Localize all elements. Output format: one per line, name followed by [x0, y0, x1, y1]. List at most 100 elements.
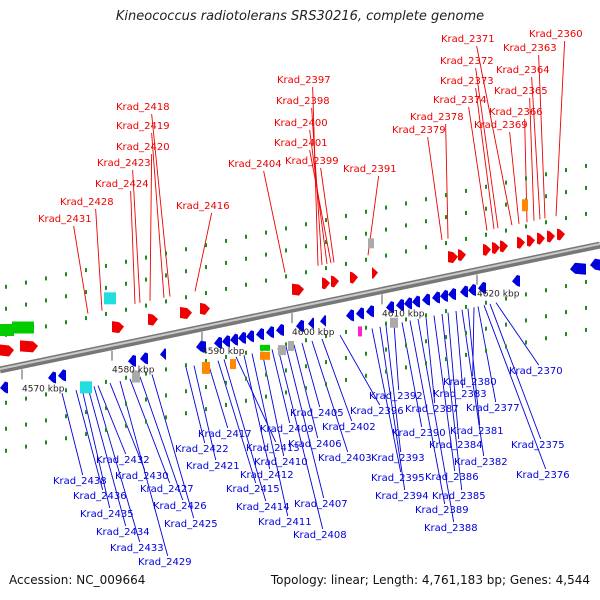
track-dot [265, 252, 267, 257]
gene-label-krad-2434: Krad_2434 [96, 527, 150, 538]
track-dot [205, 407, 207, 412]
gene-label-krad-2395: Krad_2395 [371, 473, 425, 484]
reverse-gene-arrow [128, 354, 136, 367]
track-dot [25, 302, 27, 307]
orange-feature [260, 351, 270, 360]
track-dot [445, 241, 447, 246]
track-dot [125, 259, 127, 264]
gene-label-krad-2432: Krad_2432 [96, 455, 150, 466]
tick-label-4580: 4580 kbp [112, 366, 155, 376]
reverse-gene-arrow [308, 317, 314, 330]
gene-label-krad-2382: Krad_2382 [454, 457, 508, 468]
reverse-leader-line [371, 328, 402, 473]
track-dot [445, 357, 447, 362]
track-dot [505, 322, 507, 327]
forward-leader-line [475, 87, 495, 230]
track-dot [425, 313, 427, 318]
forward-gene-arrow [148, 313, 158, 326]
forward-leader-line [445, 123, 449, 239]
track-dot [285, 274, 287, 279]
gene-label-krad-2422: Krad_2422 [175, 444, 229, 455]
track-dot [225, 260, 227, 265]
reverse-leader-line [285, 346, 325, 499]
reverse-leader-line [311, 340, 349, 453]
track-dot [385, 227, 387, 232]
track-dot [525, 176, 527, 181]
gene-label-krad-2438: Krad_2438 [53, 476, 107, 487]
reverse-gene-arrow [58, 369, 66, 382]
reverse-leader-line [217, 360, 257, 484]
track-dot [185, 411, 187, 416]
reverse-leader-line [75, 390, 104, 491]
track-dot [445, 215, 447, 220]
gene-label-krad-2433: Krad_2433 [110, 543, 164, 554]
forward-gene-arrow [200, 302, 210, 315]
gene-label-krad-2411: Krad_2411 [258, 517, 312, 528]
track-dot [5, 400, 7, 405]
track-dot [105, 427, 107, 432]
reverse-leader-line [339, 334, 381, 406]
gene-label-krad-2387: Krad_2387 [405, 404, 459, 415]
forward-gene-arrow [180, 307, 192, 319]
forward-gene-arrow [292, 283, 304, 296]
track-dot [5, 284, 7, 289]
track-dot [565, 190, 567, 195]
reverse-leader-line [193, 365, 217, 461]
reverse-gene-arrow [0, 381, 8, 394]
tick-label-4610: 4610 kbp [382, 309, 425, 319]
track-dot [125, 423, 127, 428]
reverse-leader-line [495, 302, 540, 366]
track-dot [585, 163, 587, 168]
track-dot [25, 396, 27, 401]
track-dot [145, 419, 147, 424]
tick-label-4590: 4590 kbp [202, 347, 245, 357]
track-dot [85, 290, 87, 295]
track-dot [185, 247, 187, 252]
track-dot [225, 380, 227, 385]
forward-gene-arrow [483, 243, 491, 256]
track-dot [565, 284, 567, 289]
track-dot [125, 281, 127, 286]
track-dot [325, 334, 327, 339]
track-dot [45, 324, 47, 329]
track-dot [305, 244, 307, 249]
reverse-gene-arrow [512, 274, 520, 287]
reverse-gene-arrow [238, 331, 246, 344]
reverse-gene-arrow [276, 324, 284, 336]
reverse-leader-line [441, 313, 463, 491]
track-dot [285, 342, 287, 347]
track-dot [505, 228, 507, 233]
reverse-leader-line [129, 378, 171, 484]
track-dot [305, 364, 307, 369]
forward-leader-line [531, 76, 541, 220]
gray-feature [132, 370, 140, 383]
gene-label-krad-2420: Krad_2420 [116, 142, 170, 153]
reverse-gene-arrow [460, 285, 468, 298]
track-dot [345, 235, 347, 240]
gene-label-krad-2373: Krad_2373 [440, 76, 494, 87]
reverse-gene-arrow [468, 284, 476, 296]
rna-feature [12, 321, 34, 334]
track-dot [445, 309, 447, 314]
track-dot [325, 382, 327, 387]
gene-label-krad-2393: Krad_2393 [371, 453, 425, 464]
gene-label-krad-2436: Krad_2436 [73, 491, 127, 502]
backbone-highlight [0, 243, 600, 370]
track-dot [65, 320, 67, 325]
reverse-leader-line [61, 392, 84, 476]
gene-label-krad-2360: Krad_2360 [529, 29, 583, 40]
track-dot [305, 222, 307, 227]
gene-label-krad-2406: Krad_2406 [288, 439, 342, 450]
track-dot [345, 261, 347, 266]
forward-leader-line [509, 131, 520, 224]
gene-label-krad-2380: Krad_2380 [443, 377, 497, 388]
track-dot [345, 377, 347, 382]
reverse-gene-arrow [478, 281, 486, 294]
forward-gene-arrow [500, 240, 508, 253]
gene-label-krad-2385: Krad_2385 [432, 491, 486, 502]
reverse-leader-line [393, 323, 400, 391]
track-dot [125, 307, 127, 312]
track-dot [305, 338, 307, 343]
gene-label-krad-2427: Krad_2427 [140, 484, 194, 495]
track-dot [105, 311, 107, 316]
